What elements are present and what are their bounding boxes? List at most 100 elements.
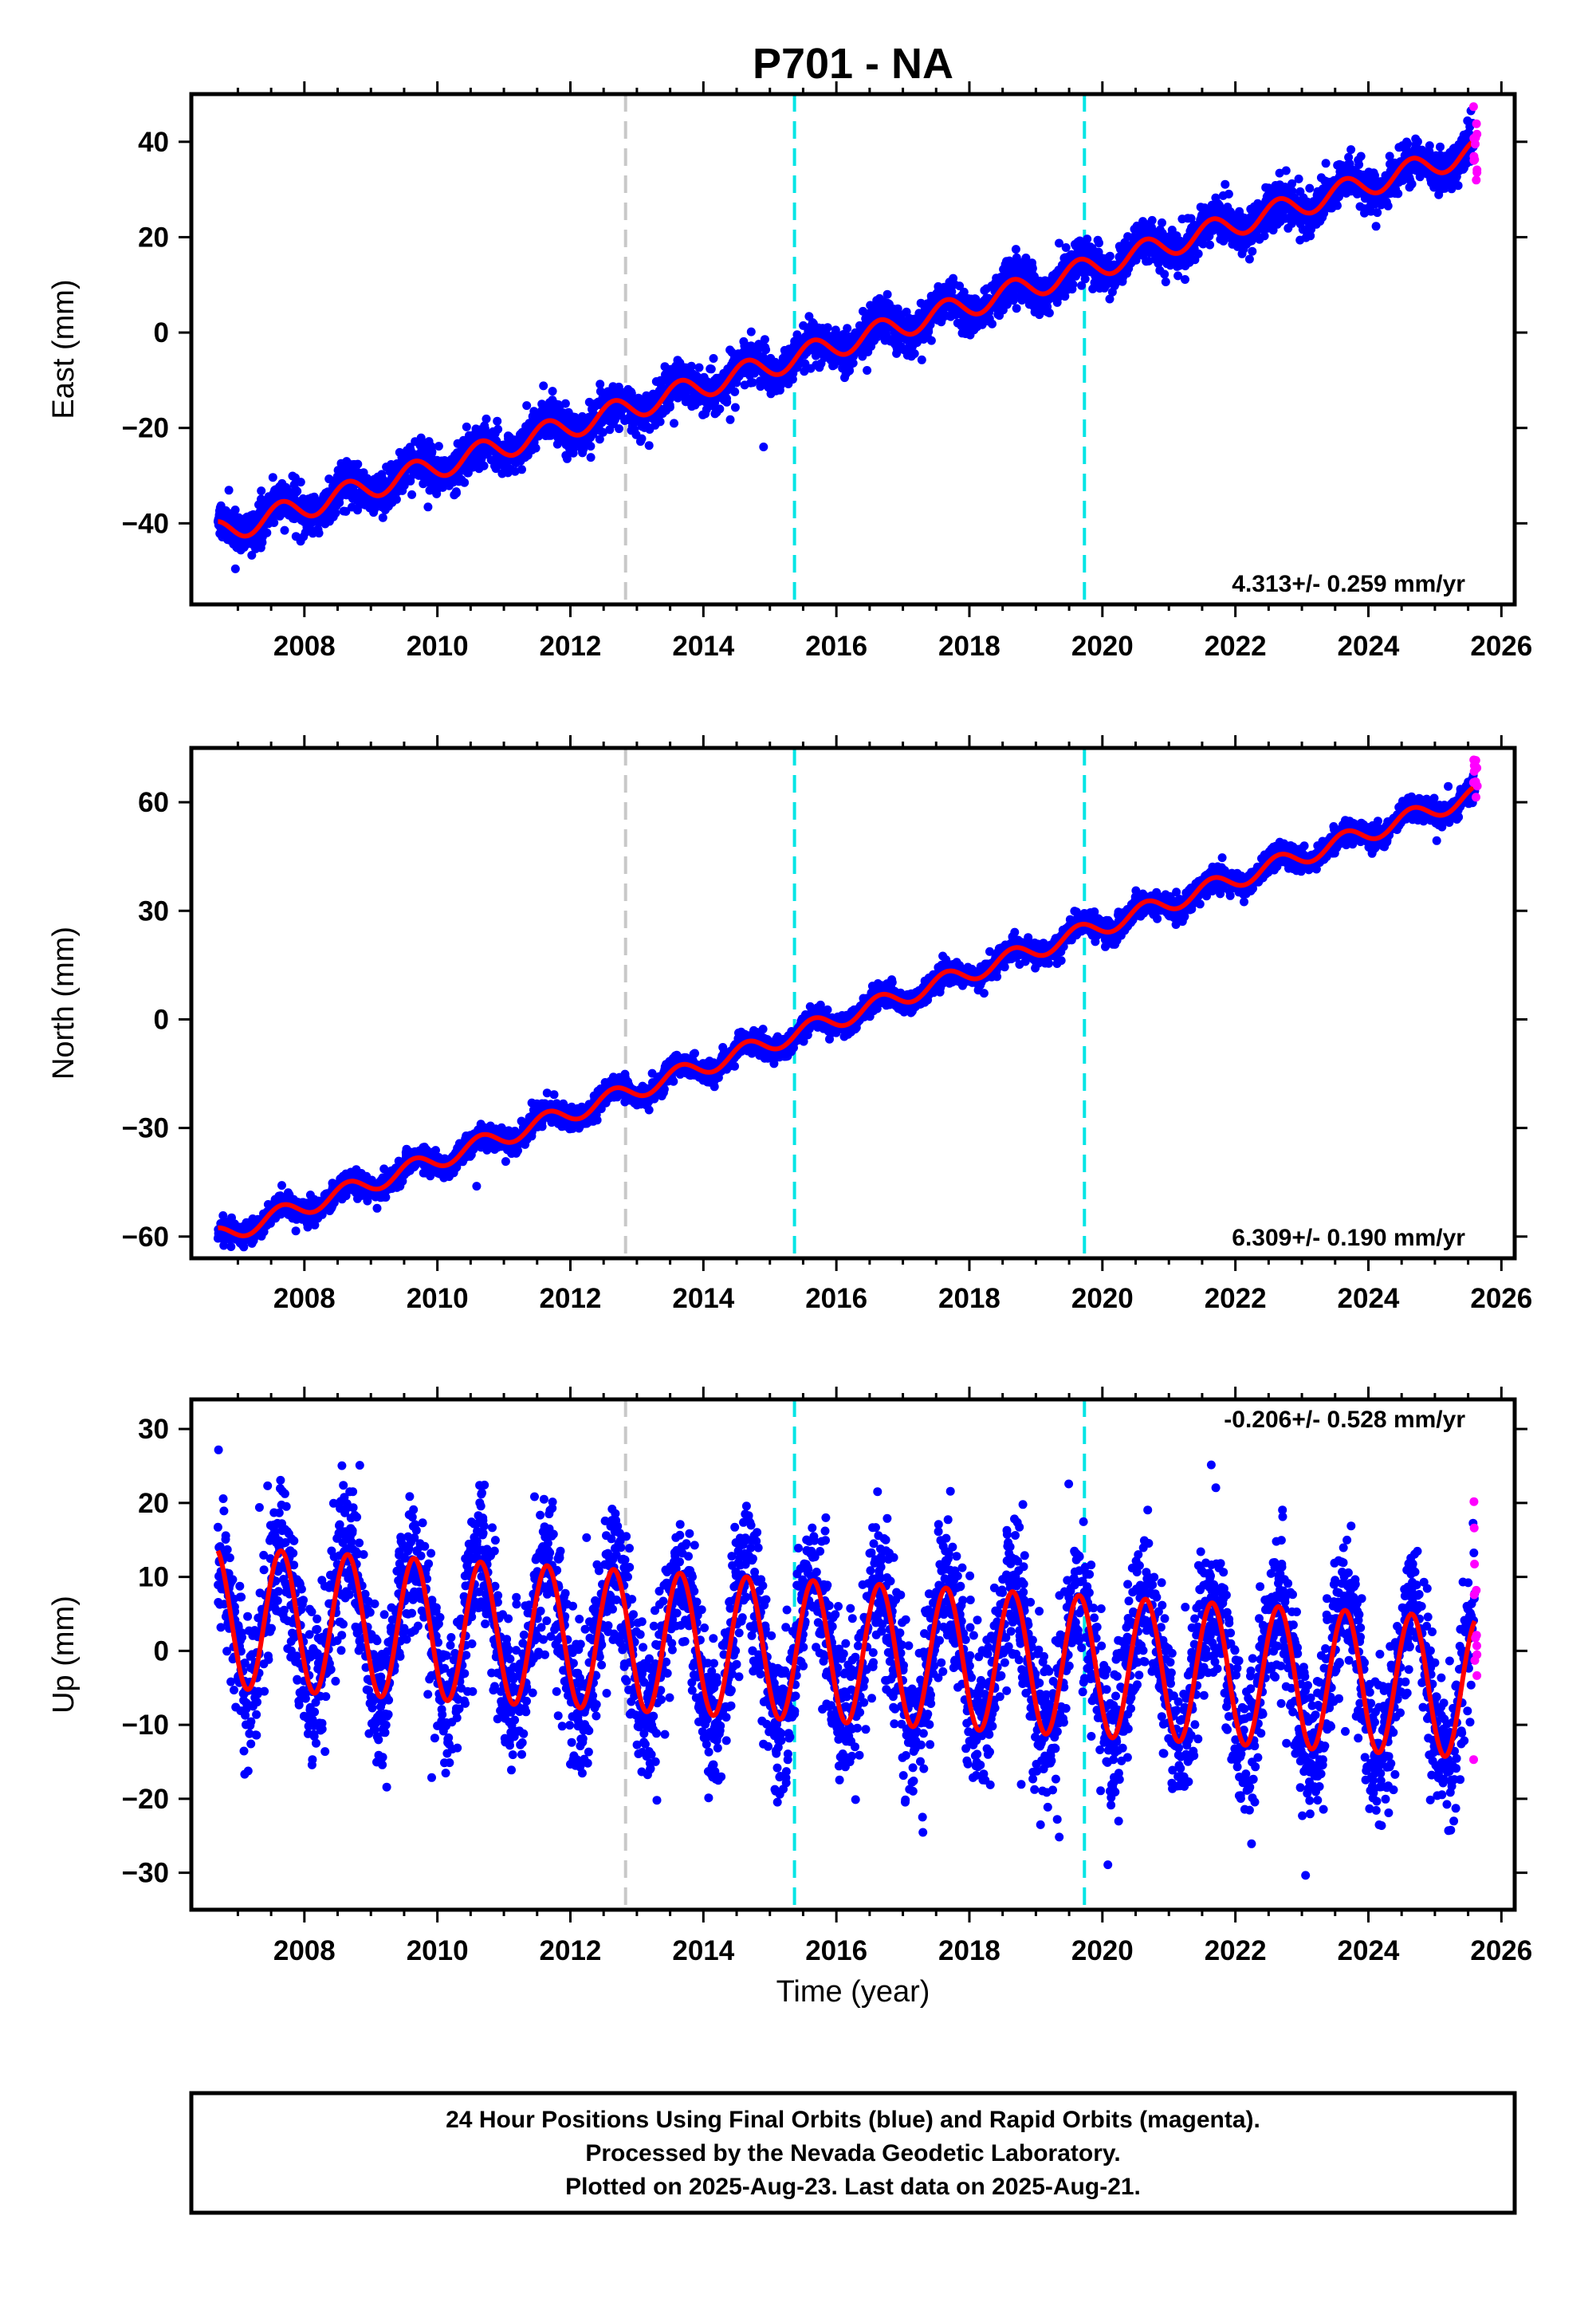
final-point (1044, 309, 1054, 317)
final-point (709, 354, 718, 363)
final-point (1193, 249, 1203, 258)
final-point (1181, 275, 1189, 284)
final-orbit-points (213, 770, 1480, 1252)
final-point (761, 345, 771, 355)
final-point (531, 443, 541, 453)
final-point (452, 488, 461, 498)
final-point (269, 518, 279, 527)
final-point (637, 434, 647, 443)
final-point (1321, 159, 1331, 168)
final-point (1012, 304, 1021, 313)
final-point (335, 498, 344, 507)
x-tick-label: 2024 (1338, 631, 1400, 662)
final-point (324, 474, 334, 484)
final-point (1083, 234, 1092, 244)
final-point (1068, 280, 1078, 289)
final-point (391, 494, 401, 504)
final-point (1061, 243, 1071, 252)
final-point (548, 387, 557, 396)
final-point (1281, 166, 1291, 175)
final-point (1436, 142, 1445, 152)
final-point (1294, 174, 1303, 183)
final-point (522, 401, 532, 411)
final-point (586, 453, 596, 462)
final-point (482, 414, 491, 423)
final-point (586, 442, 596, 451)
final-point (1413, 137, 1422, 147)
x-tick-label: 2022 (1205, 631, 1267, 662)
final-point (1224, 189, 1233, 199)
final-point (863, 366, 872, 375)
final-point (1371, 222, 1381, 231)
final-point (596, 380, 605, 389)
final-point (644, 441, 654, 451)
final-point (746, 327, 756, 336)
final-point (406, 476, 415, 486)
final-point (427, 447, 437, 457)
x-tick-label: 2014 (672, 631, 734, 662)
final-point (1205, 240, 1215, 250)
final-point (407, 490, 417, 499)
final-point (725, 415, 735, 424)
final-point (748, 378, 757, 388)
final-point (722, 397, 732, 407)
final-point (277, 1181, 286, 1190)
rapid-point (1472, 175, 1481, 185)
final-point (493, 416, 502, 426)
final-point (510, 466, 520, 476)
final-point (341, 506, 351, 516)
final-orbit-points (213, 106, 1480, 573)
final-point (1260, 231, 1269, 241)
final-point (262, 528, 272, 537)
final-point (670, 419, 678, 428)
final-point (1011, 245, 1020, 254)
east-panel: 2008 2010 2012 2014 2016 2018 2020 2022 2024 2026… (47, 81, 1532, 662)
final-point (1028, 264, 1037, 274)
final-point (462, 422, 471, 431)
north-panel: 2008 2010 2012 2014 2016 2018 2020 2022 2024 2026… (47, 735, 1532, 1314)
final-point (291, 1226, 301, 1236)
rapid-point (1469, 152, 1479, 161)
final-point (760, 335, 769, 344)
final-point (1383, 201, 1393, 211)
y-tick-label: 40 (138, 127, 169, 158)
final-point (230, 506, 240, 514)
final-point (268, 473, 277, 482)
final-point (1407, 179, 1417, 189)
final-point (1356, 152, 1366, 161)
plot-area (213, 94, 1482, 604)
final-point (1346, 145, 1356, 155)
final-point (353, 459, 363, 469)
final-point (1453, 181, 1463, 191)
final-point (226, 1242, 236, 1251)
final-point (665, 403, 674, 412)
final-point (539, 381, 548, 391)
final-point (595, 435, 604, 444)
final-point (1158, 218, 1166, 227)
final-point (1403, 139, 1413, 148)
final-point (230, 564, 240, 573)
final-point (706, 364, 716, 374)
final-point (686, 361, 696, 371)
final-point (926, 336, 936, 345)
figure-title: P701 - NA (753, 40, 953, 88)
final-point (257, 486, 266, 496)
final-point (694, 363, 704, 372)
rapid-point (1472, 129, 1482, 139)
final-point (293, 486, 302, 496)
final-point (759, 443, 769, 451)
final-point (1425, 141, 1434, 151)
final-point (917, 355, 926, 364)
final-point (845, 366, 855, 376)
final-point (615, 424, 623, 434)
final-point (224, 486, 234, 495)
velocity-label: 4.313+/- 0.259 mm/yr (1232, 571, 1465, 597)
final-point (560, 399, 570, 408)
final-point (460, 478, 470, 487)
final-point (247, 550, 257, 560)
final-point (314, 529, 324, 538)
final-point (730, 387, 740, 396)
final-point (423, 502, 433, 512)
final-point (579, 444, 588, 454)
y-tick-label: −20 (122, 413, 169, 444)
